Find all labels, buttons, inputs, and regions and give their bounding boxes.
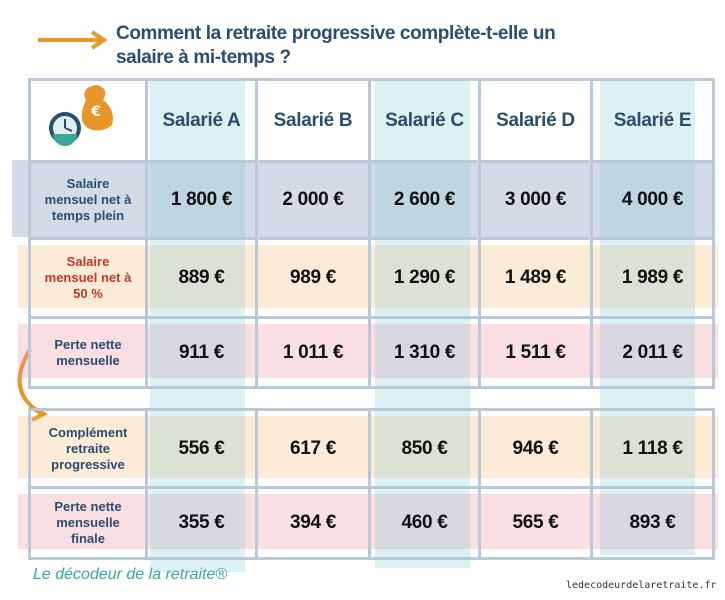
- value-cell: 460 €: [368, 486, 481, 560]
- value-cell: 1 011 €: [255, 316, 371, 389]
- value-cell: 1 489 €: [478, 237, 593, 319]
- value-cell: 2 600 €: [368, 160, 481, 240]
- icon-cell: [28, 78, 148, 163]
- column-header: Salarié C: [368, 78, 481, 163]
- value-cell: 4 000 €: [590, 160, 715, 240]
- value-cell: 355 €: [145, 486, 258, 560]
- value-cell: 3 000 €: [478, 160, 593, 240]
- column-header: Salarié E: [590, 78, 715, 163]
- value-cell: 1 310 €: [368, 316, 481, 389]
- value-cell: 989 €: [255, 237, 371, 319]
- value-cell: 1 118 €: [590, 408, 715, 489]
- brand: Le décodeur de la retraite®: [33, 566, 228, 583]
- value-cell: 556 €: [145, 408, 258, 489]
- value-cell: 1 989 €: [590, 237, 715, 319]
- value-cell: 893 €: [590, 486, 715, 560]
- column-header: Salarié D: [478, 78, 593, 163]
- value-cell: 1 511 €: [478, 316, 593, 389]
- value-cell: 889 €: [145, 237, 258, 319]
- value-cell: 394 €: [255, 486, 371, 560]
- value-cell: 911 €: [145, 316, 258, 389]
- value-cell: 946 €: [478, 408, 593, 489]
- value-cell: 617 €: [255, 408, 371, 489]
- value-cell: 2 000 €: [255, 160, 371, 240]
- svg-text:€: €: [90, 104, 101, 120]
- title: Comment la retraite progressive complète…: [116, 23, 556, 68]
- row-label: Salaire mensuel net à 50 %: [28, 237, 148, 319]
- column-header: Salarié A: [145, 78, 258, 163]
- row-label: Perte nette mensuelle: [28, 316, 148, 389]
- row-label: Complément retraite progressive: [28, 408, 148, 489]
- row-label: Salaire mensuel net à temps plein: [28, 160, 148, 240]
- value-cell: 1 800 €: [145, 160, 258, 240]
- row-band: [12, 160, 712, 237]
- row-label: Perte nette mensuelle finale: [28, 486, 148, 560]
- value-cell: 565 €: [478, 486, 593, 560]
- column-header: Salarié B: [255, 78, 371, 163]
- value-cell: 850 €: [368, 408, 481, 489]
- url: ledecodeurdelaretraite.fr: [566, 580, 717, 591]
- value-cell: 1 290 €: [368, 237, 481, 319]
- value-cell: 2 011 €: [590, 316, 715, 389]
